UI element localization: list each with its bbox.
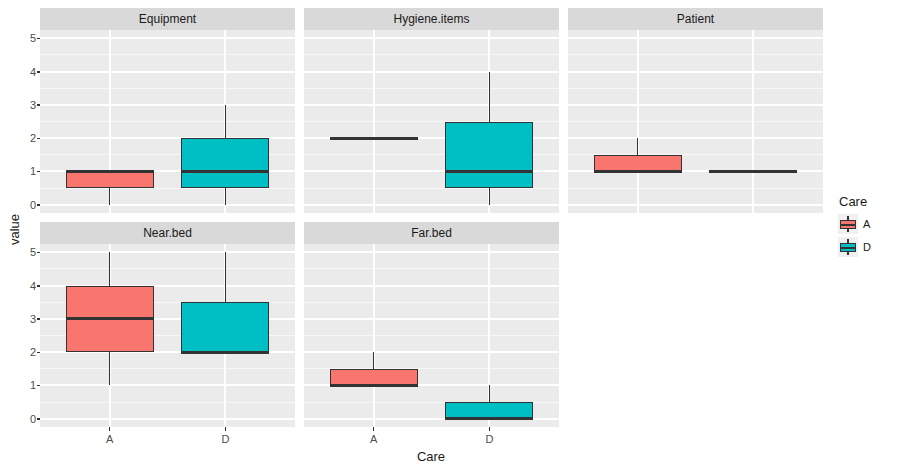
median-line-A [66,317,154,320]
boxplot-box-D [445,122,533,189]
gridline-major [40,104,295,106]
y-tick-label: 0 [12,413,36,425]
median-line-D [181,351,269,354]
facet-panel-far-bed [304,244,559,427]
gridline-minor [40,121,295,122]
gridline-major [40,251,295,253]
facet-strip-hygiene-items: Hygiene.items [304,8,559,30]
y-axis-title: value [7,210,22,250]
gridline-minor [304,54,559,55]
legend-key-boxplot-icon [838,237,858,257]
boxplot-box-D [181,302,269,352]
gridline-minor [40,88,295,89]
facet-panel-patient [568,30,823,213]
gridline-major [568,71,823,73]
facet-panel-near-bed [40,244,295,427]
gridline-major [304,251,559,253]
median-line-A [330,137,418,140]
gridline-major [568,104,823,106]
legend-entry-a: A [838,214,871,234]
gridline-major [568,137,823,139]
gridline-major [304,285,559,287]
x-tick-label: D [477,433,501,445]
gridline-major [40,418,295,420]
boxplot-box-D [181,138,269,188]
facet-strip-patient: Patient [568,8,823,30]
gridline-major [40,71,295,73]
facet-panel-hygiene-items [304,30,559,213]
legend-label: D [863,241,871,253]
gridline-major [304,104,559,106]
legend-median-line [840,224,856,226]
gridline-major [40,384,295,386]
legend: Care AD [838,194,871,260]
y-tick-label: 1 [12,165,36,177]
gridline-minor [568,54,823,55]
facet-strip-far-bed: Far.bed [304,222,559,244]
gridline-minor [40,368,295,369]
gridline-minor [304,302,559,303]
y-tick-label: 3 [12,313,36,325]
median-line-D [181,170,269,173]
gridline-major [40,37,295,39]
y-tick-label: 4 [12,66,36,78]
y-tick-label: 0 [12,199,36,211]
gridline-minor [568,188,823,189]
median-line-D [709,170,797,173]
y-tick-label: 4 [12,280,36,292]
gridline-vertical [373,30,375,213]
gridline-major [568,204,823,206]
x-axis-title: Care [391,449,471,464]
gridline-major [304,37,559,39]
legend-key-boxplot-icon [838,214,858,234]
facet-strip-equipment: Equipment [40,8,295,30]
legend-title: Care [839,194,871,209]
x-tick-mark [489,427,491,431]
gridline-minor [568,88,823,89]
gridline-minor [304,335,559,336]
y-tick-label: 5 [12,32,36,44]
median-line-D [445,170,533,173]
facet-strip-near-bed: Near.bed [40,222,295,244]
gridline-vertical [752,30,754,213]
gridline-minor [40,268,295,269]
y-tick-label: 3 [12,99,36,111]
gridline-vertical [373,244,375,427]
x-tick-mark [373,427,375,431]
boxplot-box-A [66,171,154,188]
gridline-major [304,204,559,206]
gridline-major [304,351,559,353]
legend-entry-d: D [838,237,871,257]
x-tick-mark [109,427,111,431]
gridline-major [568,37,823,39]
y-tick-label: 5 [12,246,36,258]
faceted-boxplot-figure: value Care Care AD 012345012345Equipment… [0,0,900,473]
boxplot-box-A [594,155,682,172]
median-line-A [66,170,154,173]
median-line-A [330,384,418,387]
boxplot-box-D [445,402,533,419]
x-tick-label: A [98,433,122,445]
median-line-D [445,417,533,420]
y-tick-label: 2 [12,132,36,144]
gridline-minor [40,402,295,403]
boxplot-box-A [330,369,418,386]
gridline-major [40,204,295,206]
facet-panel-equipment [40,30,295,213]
x-tick-mark [225,427,227,431]
gridline-minor [304,88,559,89]
gridline-major [304,71,559,73]
y-tick-label: 2 [12,346,36,358]
y-tick-label: 1 [12,379,36,391]
gridline-minor [304,268,559,269]
gridline-vertical [637,30,639,213]
gridline-minor [568,121,823,122]
legend-median-line [840,247,856,249]
x-tick-label: D [213,433,237,445]
median-line-A [594,170,682,173]
gridline-minor [40,54,295,55]
gridline-major [304,318,559,320]
x-tick-label: A [362,433,386,445]
legend-label: A [863,218,870,230]
